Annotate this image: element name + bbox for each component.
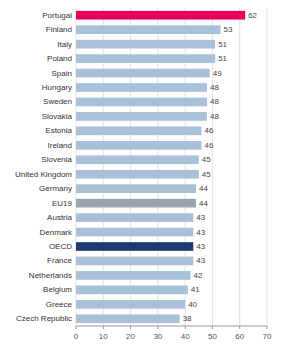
bar: [76, 228, 193, 237]
category-label: Denmark: [40, 228, 73, 237]
category-label: EU19: [52, 199, 73, 208]
data-label: 49: [213, 69, 222, 78]
data-label: 62: [248, 11, 257, 20]
category-label: Austria: [47, 213, 72, 222]
bar: [76, 242, 193, 251]
bar: [76, 213, 193, 222]
tick-label: 0: [74, 332, 79, 341]
data-label: 53: [224, 25, 233, 34]
bar: [76, 98, 207, 107]
bar: [76, 25, 221, 34]
bar: [76, 11, 245, 20]
data-label: 43: [196, 213, 205, 222]
category-label: OECD: [49, 242, 72, 251]
data-label: 43: [196, 256, 205, 265]
category-label: Netherlands: [29, 271, 72, 280]
category-label: United Kingdom: [15, 170, 72, 179]
bar: [76, 271, 191, 280]
category-label: Sweden: [43, 97, 72, 106]
category-label: Finland: [46, 25, 72, 34]
bar: [76, 127, 202, 136]
data-label: 41: [191, 285, 200, 294]
tick-label: 30: [153, 332, 162, 341]
category-label: Poland: [47, 54, 72, 63]
bar: [76, 69, 210, 78]
category-label: Czech Republic: [16, 314, 72, 323]
data-label: 45: [202, 170, 211, 179]
data-label: 42: [194, 271, 203, 280]
page: {"chart_data": {"type": "bar", "orientat…: [0, 0, 281, 350]
data-label: 45: [202, 155, 211, 164]
data-label: 44: [199, 199, 208, 208]
category-label: Germany: [39, 184, 72, 193]
data-label: 48: [210, 83, 219, 92]
bar: [76, 83, 207, 92]
bar: [76, 199, 196, 208]
bar: [76, 54, 215, 63]
data-label: 40: [188, 300, 197, 309]
category-label: Slovakia: [42, 112, 73, 121]
grid-line: [267, 8, 268, 326]
category-label: France: [47, 256, 72, 265]
x-axis-line: [76, 326, 267, 327]
data-label: 46: [205, 126, 214, 135]
data-label: 44: [199, 184, 208, 193]
data-label: 51: [218, 54, 227, 63]
category-label: Italy: [57, 40, 72, 49]
data-label: 38: [183, 314, 192, 323]
category-label: Estonia: [45, 126, 72, 135]
grid: [76, 8, 267, 329]
tick-label: 20: [126, 332, 135, 341]
category-label: Greece: [46, 300, 73, 309]
category-label: Ireland: [48, 141, 72, 150]
bar: [76, 300, 185, 309]
category-label: Belgium: [43, 285, 72, 294]
tick-label: 60: [235, 332, 244, 341]
bar: [76, 184, 196, 193]
bar: [76, 170, 199, 179]
bar: [76, 155, 199, 164]
bar: [76, 112, 207, 121]
chart: 0 10 20 30 40 50 60 70 Czech Republic Greece Belgi…: [0, 0, 281, 350]
bar: [76, 257, 193, 266]
data-label: 51: [218, 40, 227, 49]
bars: [76, 11, 245, 323]
bar: [76, 40, 215, 49]
data-label: 48: [210, 112, 219, 121]
tick-label: 10: [99, 332, 108, 341]
bar: [76, 314, 180, 323]
tick-label: 50: [208, 332, 217, 341]
bar: [76, 141, 202, 150]
category-label: Slovenia: [41, 155, 72, 164]
data-label: 43: [196, 242, 205, 251]
grid-line: [239, 8, 240, 326]
tick-label: 70: [263, 332, 272, 341]
category-label: Spain: [52, 69, 72, 78]
category-label: Hungary: [42, 83, 72, 92]
bar: [76, 286, 188, 295]
data-label: 48: [210, 97, 219, 106]
data-label: 43: [196, 228, 205, 237]
tick-label: 40: [181, 332, 190, 341]
category-label: Portugal: [42, 11, 72, 20]
data-label: 46: [205, 141, 214, 150]
